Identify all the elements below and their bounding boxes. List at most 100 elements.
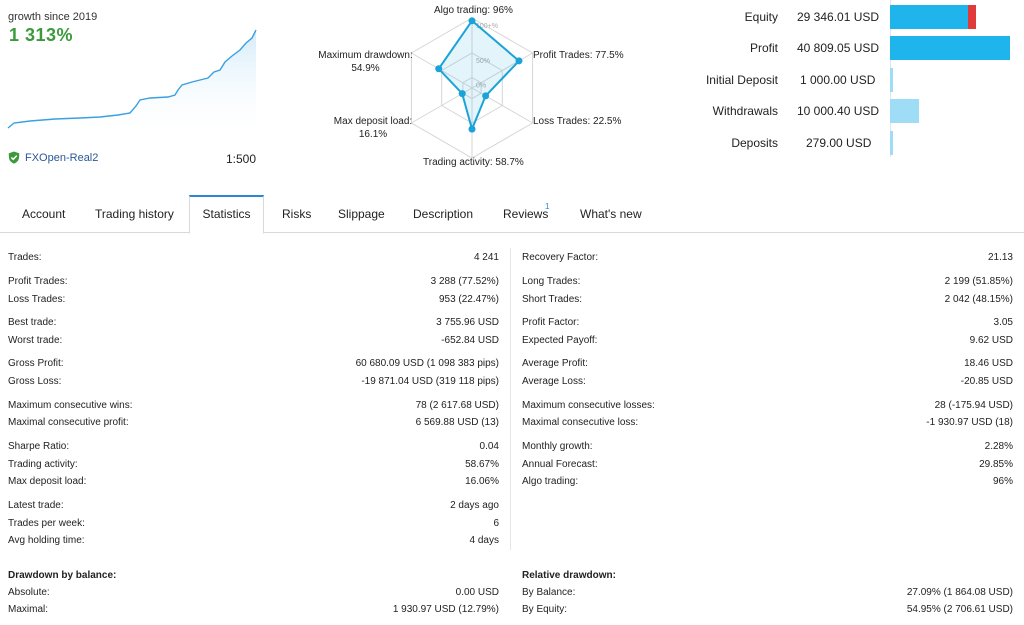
stat-value: 58.67%: [465, 459, 499, 470]
radar-points: [435, 17, 523, 133]
stat-value: 6: [493, 518, 499, 529]
deposits-label: Deposits: [731, 136, 778, 150]
leverage-value: 1:500: [226, 152, 257, 166]
tab-trading-history[interactable]: Trading history: [95, 207, 174, 221]
stat-value: -1 930.97 USD (18): [926, 417, 1013, 428]
stat-label: By Balance:: [522, 587, 576, 598]
radar-point: [515, 57, 523, 65]
stat-label: Maximum consecutive wins:: [8, 400, 133, 411]
reviews-badge: 1: [545, 202, 550, 211]
stat-label: Monthly growth:: [522, 441, 593, 452]
radar-ring-label: 0%: [476, 83, 486, 90]
drawdown-by-balance-title: Drawdown by balance:: [8, 570, 117, 581]
growth-label: growth since 2019: [8, 11, 98, 23]
tab-slippage[interactable]: Slippage: [338, 207, 385, 221]
stat-row: Average Profit: 18.46 USD: [522, 356, 1013, 371]
stat-row: Trades: 4 241: [8, 250, 499, 265]
stat-value: 9.62 USD: [969, 335, 1013, 346]
growth-panel: growth since 2019 1 313% FXOpen-Real2 1:…: [0, 0, 265, 190]
stat-row: Profit Factor: 3.05: [522, 315, 1013, 330]
stat-value: 953 (22.47%): [438, 294, 499, 305]
stat-row: Trading activity: 58.67%: [8, 457, 499, 472]
stat-row: Avg holding time: 4 days: [8, 533, 499, 548]
stat-row: Max deposit load: 16.06%: [8, 474, 499, 489]
tab-description[interactable]: Description: [413, 207, 474, 221]
stat-value: 0.04: [479, 441, 499, 452]
stat-row: Sharpe Ratio: 0.04: [8, 439, 499, 454]
broker-link[interactable]: FXOpen-Real2: [8, 151, 98, 164]
stat-label: Long Trades:: [522, 276, 581, 287]
stat-label: Loss Trades:: [8, 294, 66, 305]
stat-label: Average Loss:: [522, 376, 586, 387]
equity-label: Equity: [744, 10, 778, 24]
tab-statistics[interactable]: Statistics: [189, 195, 264, 234]
stat-label: Avg holding time:: [8, 535, 85, 546]
stat-value: 54.95% (2 706.61 USD): [906, 604, 1013, 615]
stat-value: 6 569.88 USD (13): [415, 417, 499, 428]
stat-row: Annual Forecast: 29.85%: [522, 457, 1013, 472]
radar-ring-label: 50%: [476, 58, 490, 65]
stat-label: Maximal:: [8, 604, 49, 615]
stat-row: Maximal consecutive loss: -1 930.97 USD (…: [522, 415, 1013, 430]
radar-label-profit-trades: Profit Trades: 77.5%: [533, 50, 624, 61]
tab-account[interactable]: Account: [22, 207, 66, 221]
stat-label: Profit Factor:: [522, 317, 580, 328]
profit-label: Profit: [749, 41, 778, 55]
stat-label: Trading activity:: [8, 459, 78, 470]
deposits-value: 279.00 USD: [806, 136, 872, 150]
stat-value: 0.00 USD: [455, 587, 499, 598]
stat-row: Maximum consecutive losses: 28 (-175.94 U…: [522, 398, 1013, 413]
stat-label: Expected Payoff:: [522, 335, 598, 346]
stat-row: Recovery Factor: 21.13: [522, 250, 1013, 265]
radar-point: [468, 17, 476, 25]
stat-value: 18.46 USD: [964, 358, 1013, 369]
stat-row: Absolute: 0.00 USD: [8, 585, 499, 600]
stat-row: Gross Loss: -19 871.04 USD (319 118 pips): [8, 374, 499, 389]
tab-reviews[interactable]: Reviews: [503, 207, 549, 221]
tab-whats-new[interactable]: What's new: [580, 207, 642, 221]
stat-value: 16.06%: [465, 476, 499, 487]
equity-bar-drawdown: [968, 5, 977, 29]
stat-value: 4 days: [469, 535, 499, 546]
relative-drawdown-title: Relative drawdown:: [522, 570, 616, 581]
radar-point: [458, 90, 466, 98]
relative-drawdown-rows: By Balance: 27.09% (1 864.08 USD) By Equit…: [522, 585, 1013, 625]
broker-name[interactable]: FXOpen-Real2: [25, 151, 99, 164]
stat-value: 3.05: [993, 317, 1013, 328]
stat-value: 27.09% (1 864.08 USD): [906, 587, 1013, 598]
deposits-bar-fill: [890, 131, 893, 155]
withdrawals-bar-fill: [890, 99, 920, 123]
radar-ring-labels: 100+% 50% 0%: [476, 23, 498, 90]
stat-label: Best trade:: [8, 317, 57, 328]
stat-value: -652.84 USD: [441, 335, 499, 346]
profit-bar-fill: [890, 36, 1010, 60]
stat-label: Latest trade:: [8, 500, 64, 511]
profit-value: 40 809.05 USD: [797, 41, 880, 55]
radar-spoke: [471, 87, 533, 124]
stat-label: Sharpe Ratio:: [8, 441, 70, 452]
stat-row: Monthly growth: 2.28%: [522, 439, 1013, 454]
stat-value: 1 930.97 USD (12.79%): [392, 604, 499, 615]
growth-value: 1 313%: [9, 25, 74, 45]
withdrawals-label: Withdrawals: [712, 104, 778, 118]
equity-value: 29 346.01 USD: [797, 10, 880, 24]
stat-label: By Equity:: [522, 604, 568, 615]
radar-label-trading-activity: Trading activity: 58.7%: [423, 157, 524, 168]
tab-risks[interactable]: Risks: [282, 207, 312, 221]
stat-value: 4 241: [473, 252, 499, 263]
stat-row: Maximal consecutive profit: 6 569.88 USD …: [8, 415, 499, 430]
stat-label: Short Trades:: [522, 294, 583, 305]
stat-label: Profit Trades:: [8, 276, 68, 287]
radar-label-loss-trades: Loss Trades: 22.5%: [533, 116, 622, 127]
growth-line: [7, 29, 257, 129]
stat-label: Annual Forecast:: [522, 459, 598, 470]
stat-label: Gross Profit:: [8, 358, 64, 369]
column-divider: [510, 248, 511, 550]
stat-row: Short Trades: 2 042 (48.15%): [522, 292, 1013, 307]
stat-label: Trades per week:: [8, 518, 85, 529]
stat-row: Latest trade: 2 days ago: [8, 498, 499, 513]
stat-row: Expected Payoff: 9.62 USD: [522, 333, 1013, 348]
drawdown-by-balance-rows: Absolute: 0.00 USD Maximal: 1 930.97 USD (1…: [8, 585, 499, 625]
stat-row: By Equity: 54.95% (2 706.61 USD): [522, 602, 1013, 617]
stat-label: Maximal consecutive loss:: [522, 417, 639, 428]
